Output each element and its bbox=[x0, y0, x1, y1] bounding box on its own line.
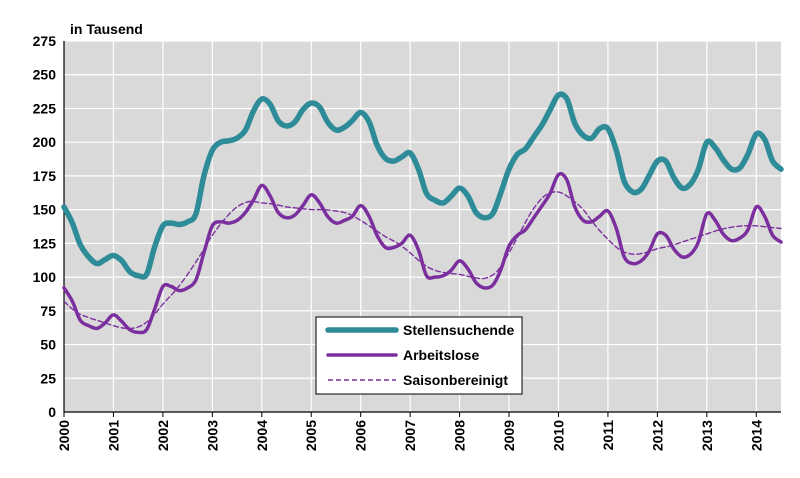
legend-label-arbeitslose: Arbeitslose bbox=[403, 347, 479, 363]
x-tick-label: 2006 bbox=[353, 420, 369, 451]
x-tick-label: 2012 bbox=[649, 420, 665, 451]
x-tick-label: 2013 bbox=[699, 420, 715, 451]
x-tick-label: 2003 bbox=[204, 420, 220, 451]
y-tick-label: 50 bbox=[40, 337, 56, 353]
x-tick-label: 2004 bbox=[254, 420, 270, 451]
x-tick-label: 2011 bbox=[600, 420, 616, 451]
x-tick-label: 2010 bbox=[550, 420, 566, 451]
axes: 0 25 50 75 100 125 150 175 200 225 250 275 2000 2001 2… bbox=[33, 33, 781, 451]
y-tick-label: 0 bbox=[48, 404, 56, 420]
y-tick-label: 200 bbox=[33, 134, 57, 150]
series-lines bbox=[61, 91, 784, 335]
x-tick-label: 2007 bbox=[402, 420, 418, 451]
x-tick-label: 2002 bbox=[155, 420, 171, 451]
series-line-stellensuchende bbox=[61, 91, 784, 280]
legend-label-saisonbereinigt: Saisonbereinigt bbox=[403, 372, 508, 388]
y-tick-label: 75 bbox=[40, 303, 56, 319]
series-line-arbeitslose bbox=[62, 171, 783, 335]
y-tick-label: 100 bbox=[33, 269, 57, 285]
legend: Stellensuchende Arbeitslose Saisonberein… bbox=[315, 316, 523, 395]
x-tick-label: 2008 bbox=[452, 420, 468, 451]
x-tick-label: 2009 bbox=[501, 420, 517, 451]
y-tick-label: 275 bbox=[33, 33, 57, 49]
legend-label-stellensuchende: Stellensuchende bbox=[403, 322, 514, 338]
x-tick-label: 2001 bbox=[105, 420, 121, 451]
y-tick-label: 250 bbox=[33, 67, 57, 83]
unit-label: in Tausend bbox=[70, 21, 143, 37]
y-tick-label: 150 bbox=[33, 202, 57, 218]
x-tick-label: 2005 bbox=[303, 420, 319, 451]
y-tick-label: 175 bbox=[33, 168, 57, 184]
y-tick-label: 125 bbox=[33, 235, 57, 251]
y-tick-label: 25 bbox=[40, 370, 56, 386]
x-tick-label: 2000 bbox=[56, 420, 72, 451]
y-tick-label: 225 bbox=[33, 100, 57, 116]
x-tick-label: 2014 bbox=[748, 420, 764, 451]
